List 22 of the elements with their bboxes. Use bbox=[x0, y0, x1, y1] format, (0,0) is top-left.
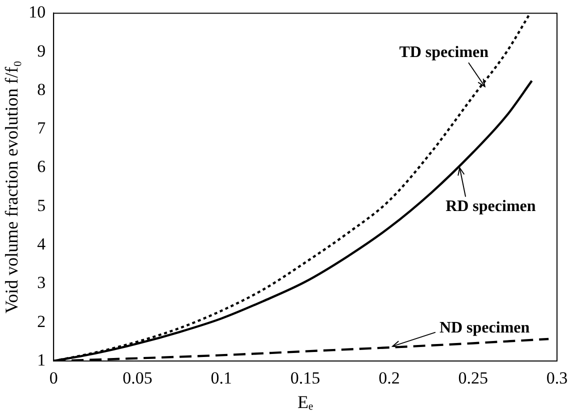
x-tick-label: 0.3 bbox=[546, 368, 568, 388]
y-tick-label: 8 bbox=[37, 80, 46, 99]
x-tick-label: 0.1 bbox=[210, 368, 232, 388]
y-tick-label: 9 bbox=[37, 41, 46, 60]
x-tick-label: 0.25 bbox=[458, 368, 488, 388]
y-tick-label: 7 bbox=[37, 118, 46, 138]
y-tick-label: 10 bbox=[28, 2, 46, 22]
x-tick-label: 0 bbox=[49, 368, 58, 388]
x-tick-label: 0.2 bbox=[378, 368, 400, 388]
y-tick-label: 4 bbox=[37, 234, 46, 254]
annotation: TD specimen bbox=[399, 44, 489, 61]
y-tick-label: 3 bbox=[37, 273, 46, 292]
y-axis-title: Void volume fraction evolution f/f₀ bbox=[2, 60, 22, 314]
annotation: ND specimen bbox=[439, 319, 530, 336]
y-tick-label: 1 bbox=[37, 350, 46, 370]
x-tick-label: 0.15 bbox=[290, 368, 320, 388]
y-tick-label: 2 bbox=[37, 312, 46, 331]
annotation: RD specimen bbox=[446, 198, 536, 215]
y-tick-label: 5 bbox=[37, 196, 46, 215]
x-axis-title: Eₑ bbox=[297, 392, 314, 412]
y-tick-label: 6 bbox=[37, 157, 46, 176]
x-tick-label: 0.05 bbox=[122, 368, 152, 388]
